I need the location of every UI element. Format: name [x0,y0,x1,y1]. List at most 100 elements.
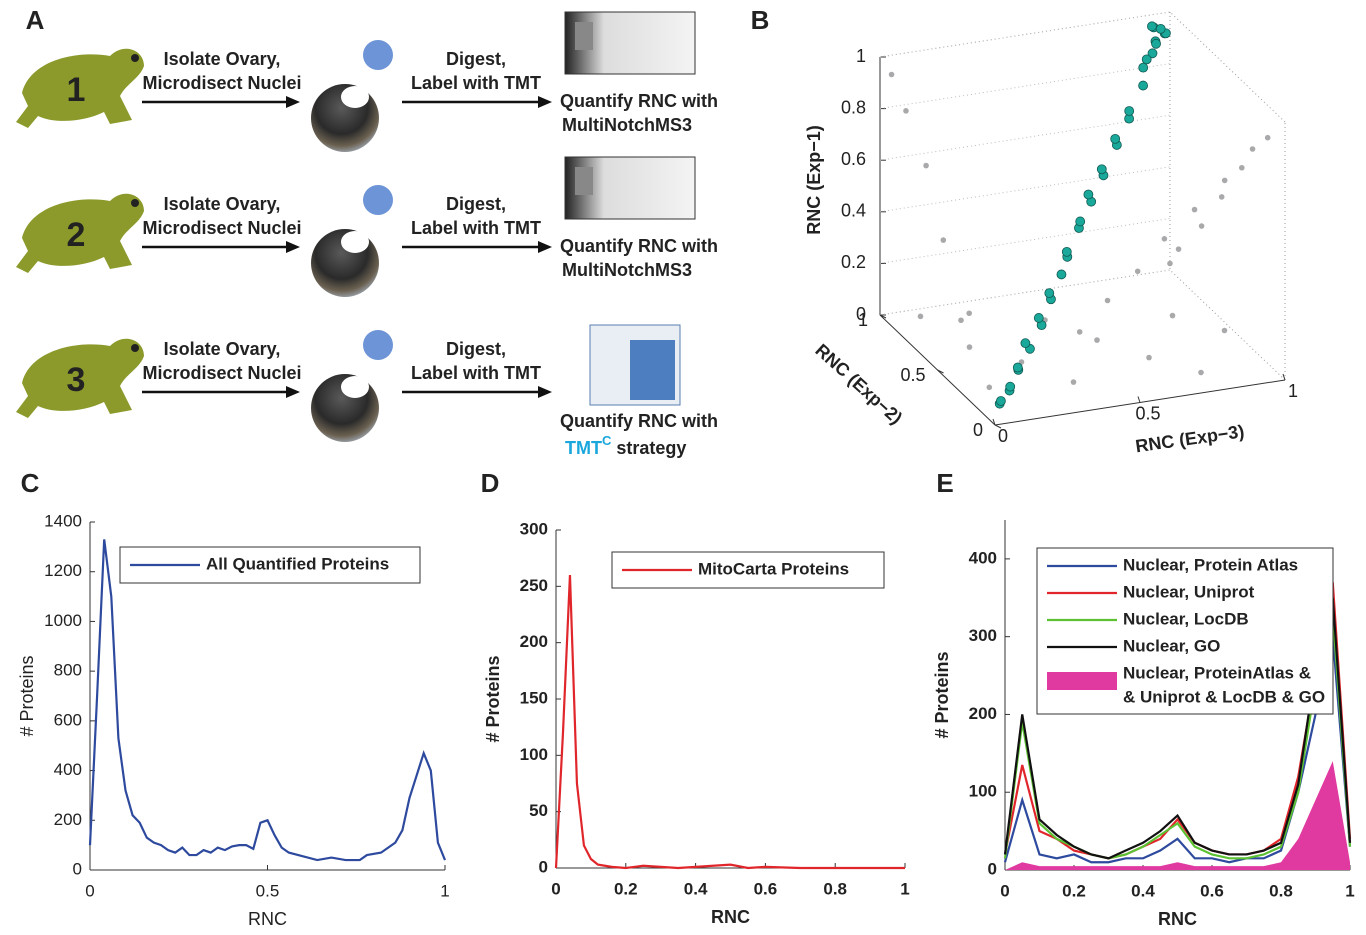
point [1033,313,1044,323]
step-text: Quantify RNC with [560,411,718,431]
background-point [1249,146,1256,152]
frog [16,338,144,418]
y-tick-label: 200 [520,632,548,651]
nucleus [341,86,369,108]
x-tick [992,418,996,426]
method-suffix: strategy [616,438,686,458]
y-axis-label: # Proteins [483,655,503,742]
background-point [1191,206,1198,213]
z-axis-label: RNC (Exp−1) [804,125,824,235]
x-tick-label: 0.4 [684,879,708,898]
background-point [1076,329,1083,335]
background-point [917,313,924,320]
x-tick-label: 0.8 [823,879,847,898]
method: TMTC strategy [565,433,686,457]
background-point [1239,164,1245,171]
x-axis-label: RNC (Exp−3) [1134,421,1245,456]
step-text: Microdisect Nuclei [142,73,301,93]
y-tick-label: 0 [73,859,82,878]
panel-label: E [936,468,953,498]
x-tick-label: 0 [85,881,94,900]
method-name: TMT [565,438,602,458]
z-tick-label: 0.6 [841,149,866,169]
background-point [1221,327,1228,334]
x-tick-label: 0.4 [1131,881,1155,900]
y-tick-label: 0 [973,420,983,440]
line [1003,582,1352,860]
y-tick-label: 300 [969,626,997,645]
y-tick-label: 100 [520,745,548,764]
background-point [1264,134,1271,141]
x-axis-label: RNC [711,907,750,927]
background-point [1134,268,1141,275]
x-tick-label: 0.6 [754,879,778,898]
point [1096,164,1107,175]
frog-number: 3 [67,361,86,399]
background-point [903,108,909,114]
background-point [1198,223,1205,229]
x-tick-label: 0.8 [1269,881,1293,900]
arrow-head [538,96,552,108]
x-axis-label: RNC [1158,909,1197,929]
point [1005,381,1016,392]
arrow-head [538,386,552,398]
point [1138,80,1148,91]
legend-label: & Uniprot & LocDB & GO [1123,687,1325,706]
nucleus-blue [363,330,393,360]
background-point [1169,312,1176,319]
step-text: Label with TMT [411,218,541,238]
grid-line [879,63,1171,110]
legend-swatch [1047,672,1117,690]
arrow-head [286,241,300,253]
arrow-head [286,386,300,398]
panel-label: B [751,5,770,35]
x-tick-label: 0.6 [1200,881,1224,900]
instrument-panel [575,22,593,50]
legend-label: Nuclear, GO [1123,636,1220,655]
y-tick-label: 400 [54,760,82,779]
nucleus-blue [363,40,393,70]
background-point [888,71,895,78]
x-tick-label: 1 [1288,381,1298,401]
y-tick-label: 0.5 [900,365,925,385]
y-tick [994,424,1002,429]
y-tick-label: 100 [969,782,997,801]
box-edge [1169,269,1286,381]
step-text: Isolate Ovary, [164,339,281,359]
y-axis-label: # Proteins [932,651,952,738]
background-point [1094,337,1100,343]
point [1141,54,1152,65]
step-text: Microdisect Nuclei [142,363,301,383]
x-tick [1282,373,1286,381]
grid-line [879,269,1171,316]
legend-label: Nuclear, LocDB [1123,609,1249,628]
y-axis-label: # Proteins [17,655,37,736]
y-axis-label: RNC (Exp−2) [811,340,906,428]
panel-label: C [21,468,40,498]
background-point [1070,379,1077,385]
line [1003,613,1352,860]
frog-eye [131,54,139,62]
y-tick-label: 0 [988,859,997,878]
line [554,575,905,870]
line [1003,597,1352,860]
arrow-head [538,241,552,253]
x-tick-label: 1 [900,879,909,898]
grid-line [879,166,1171,213]
background-point [1167,260,1173,267]
y-tick [937,369,944,374]
point [1075,216,1086,227]
point [1124,106,1135,116]
frog-number: 1 [67,71,86,109]
background-point [986,384,993,391]
x-tick-label: 0.5 [1135,403,1160,423]
background-point [940,237,947,243]
step-text: Label with TMT [411,73,541,93]
y-tick-label: 150 [520,688,548,707]
y-tick [879,314,887,319]
point [1155,23,1166,34]
method: MultiNotchMS3 [562,260,692,280]
legend-label: Nuclear, Uniprot [1123,582,1255,601]
legend-label: All Quantified Proteins [206,554,389,573]
